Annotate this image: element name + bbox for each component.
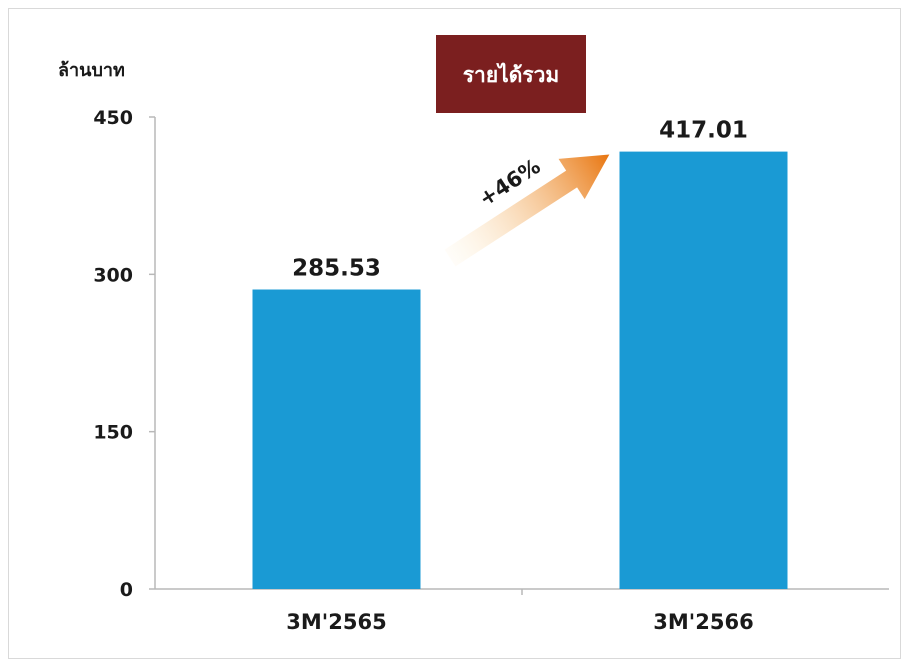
chart-title-box	[436, 35, 586, 113]
y-tick-label: 300	[93, 264, 133, 286]
chart-title: รายได้รวม	[463, 62, 560, 87]
growth-arrow-icon	[444, 154, 610, 267]
bar-value-label: 285.53	[292, 256, 381, 282]
growth-annotation	[444, 154, 610, 267]
bar	[619, 151, 788, 589]
x-category-label: 3M'2566	[653, 610, 753, 634]
data-labels: 285.53 417.01	[292, 118, 748, 282]
bar-value-label: 417.01	[659, 118, 748, 144]
x-axis-labels: 3M'2565 3M'2566	[286, 610, 753, 634]
chart-frame	[8, 8, 901, 659]
y-axis-unit-label: ล้านบาท	[58, 60, 125, 81]
y-tick-label: 0	[120, 579, 133, 601]
x-category-label: 3M'2565	[286, 610, 386, 634]
bar	[252, 289, 421, 589]
bars	[252, 151, 788, 589]
y-tick-label: 150	[93, 422, 133, 444]
y-tick-label: 450	[93, 107, 133, 129]
y-axis-ticks: 0 150 300 450	[93, 107, 155, 601]
